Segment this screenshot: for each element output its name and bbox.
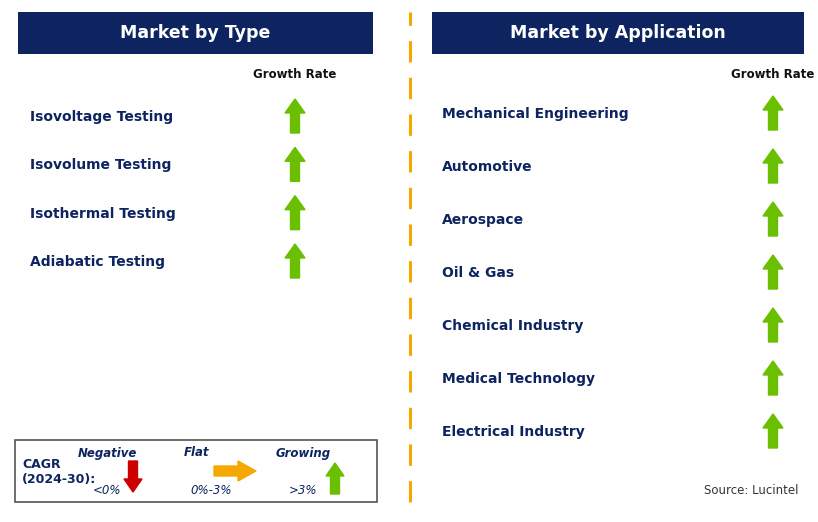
Text: Isovolume Testing: Isovolume Testing: [30, 158, 172, 172]
Text: Medical Technology: Medical Technology: [442, 372, 595, 386]
Text: Chemical Industry: Chemical Industry: [442, 319, 583, 333]
Text: Growth Rate: Growth Rate: [731, 67, 815, 80]
Polygon shape: [285, 196, 305, 230]
Text: Market by Application: Market by Application: [510, 24, 726, 42]
Text: Source: Lucintel: Source: Lucintel: [704, 484, 799, 497]
Polygon shape: [326, 463, 344, 494]
Text: Aerospace: Aerospace: [442, 213, 524, 227]
FancyBboxPatch shape: [18, 12, 373, 54]
Text: >3%: >3%: [289, 483, 317, 496]
Text: Growing: Growing: [276, 446, 330, 459]
Text: <0%: <0%: [92, 483, 121, 496]
Polygon shape: [763, 308, 783, 342]
Polygon shape: [763, 361, 783, 395]
Text: Market by Type: Market by Type: [120, 24, 271, 42]
Polygon shape: [124, 461, 142, 492]
Text: Isovoltage Testing: Isovoltage Testing: [30, 110, 173, 124]
Text: Oil & Gas: Oil & Gas: [442, 266, 515, 280]
Polygon shape: [763, 414, 783, 448]
FancyBboxPatch shape: [15, 440, 377, 502]
Text: (2024-30):: (2024-30):: [22, 472, 97, 485]
Polygon shape: [285, 147, 305, 181]
Text: Isothermal Testing: Isothermal Testing: [30, 207, 176, 221]
Polygon shape: [763, 149, 783, 183]
Polygon shape: [285, 244, 305, 278]
Polygon shape: [763, 255, 783, 289]
Text: Negative: Negative: [78, 446, 137, 459]
Text: Automotive: Automotive: [442, 160, 533, 174]
Text: Electrical Industry: Electrical Industry: [442, 425, 585, 439]
Text: 0%-3%: 0%-3%: [191, 483, 231, 496]
Text: Adiabatic Testing: Adiabatic Testing: [30, 255, 165, 269]
Polygon shape: [285, 99, 305, 133]
Text: CAGR: CAGR: [22, 458, 61, 471]
Polygon shape: [214, 461, 256, 481]
Text: Growth Rate: Growth Rate: [254, 67, 337, 80]
FancyBboxPatch shape: [432, 12, 804, 54]
Text: Flat: Flat: [184, 446, 209, 459]
Polygon shape: [763, 202, 783, 236]
Text: Mechanical Engineering: Mechanical Engineering: [442, 107, 628, 121]
Polygon shape: [763, 96, 783, 130]
